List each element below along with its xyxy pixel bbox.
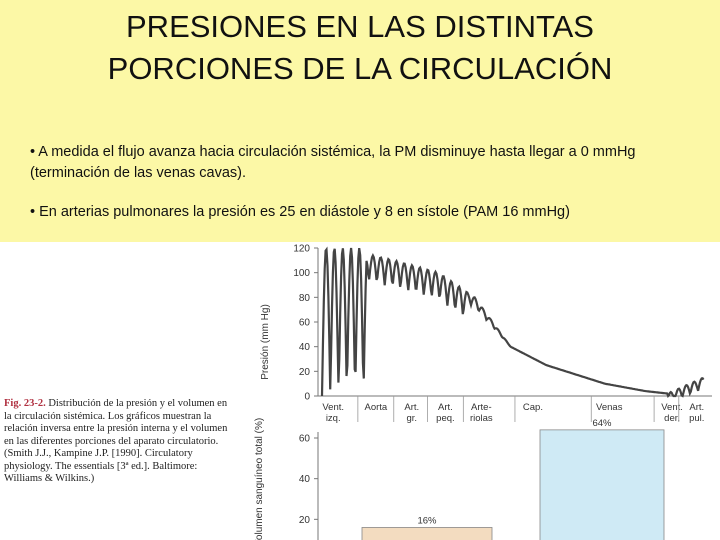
pressure-category-label-cont: gr. bbox=[406, 413, 417, 424]
pressure-categories: Vent.izq.Aorta Art.gr.Art.peq.Arte-riolas… bbox=[322, 396, 704, 424]
pressure-category-label-cont: pul. bbox=[689, 413, 704, 424]
pressure-category-label-cont: izq. bbox=[326, 413, 341, 424]
volume-chart: Volumen sanguíneo total (%) 20 40 60 4%16%… bbox=[254, 418, 697, 540]
volume-ticks: 20 40 60 bbox=[299, 434, 318, 526]
pressure-category-label: Art. bbox=[438, 402, 453, 413]
volume-tick-label: 20 bbox=[299, 515, 311, 526]
volume-tick-label: 60 bbox=[299, 434, 311, 445]
pressure-category-label-cont: riolas bbox=[470, 413, 493, 424]
pressure-tick-label: 100 bbox=[293, 268, 310, 279]
pressure-category-label: Aorta bbox=[365, 402, 388, 413]
pressure-category-label: Vent. bbox=[661, 402, 683, 413]
pressure-category-label-cont: der. bbox=[664, 413, 680, 424]
volume-bar bbox=[539, 429, 665, 540]
bullet-list: • A medida el flujo avanza hacia circula… bbox=[30, 142, 670, 241]
pressure-ticks: 0 20 40 60 80 100 120 bbox=[293, 244, 318, 403]
pressure-tick-label: 80 bbox=[299, 293, 311, 304]
bullet-2: • En arterias pulmonares la presión es 2… bbox=[30, 204, 570, 220]
volume-bars: 4%16%4%64%4% bbox=[333, 418, 697, 540]
pressure-category-label-cont: peq. bbox=[436, 413, 455, 424]
volume-bar-label: 16% bbox=[417, 515, 437, 526]
figure-panel: Presión (mm Hg) 0 20 40 60 80 100 120 Vent. izq… bbox=[0, 242, 720, 540]
figure-caption-text: Distribución de la presión y el volumen … bbox=[4, 398, 228, 484]
pressure-tick-label: 20 bbox=[299, 367, 311, 378]
pressure-category-label: Vent. bbox=[322, 402, 344, 413]
pressure-tick-label: 120 bbox=[293, 244, 310, 255]
title-line-1: PRESIONES EN LAS DISTINTAS bbox=[126, 9, 594, 44]
pressure-curve bbox=[320, 246, 705, 399]
figure-caption: Fig. 23-2. Distribución de la presión y … bbox=[4, 398, 236, 486]
volume-tick-label: 40 bbox=[299, 474, 311, 485]
pressure-axis-label: Presión (mm Hg) bbox=[260, 304, 271, 380]
pressure-category-label: Arte- bbox=[471, 402, 492, 413]
volume-bar-label: 64% bbox=[592, 418, 612, 429]
pressure-tick-label: 40 bbox=[299, 342, 311, 353]
volume-bar bbox=[361, 527, 493, 540]
volume-axis-label: Volumen sanguíneo total (%) bbox=[254, 418, 265, 540]
slide-title: PRESIONES EN LAS DISTINTAS PORCIONES DE … bbox=[0, 6, 720, 90]
pressure-category-label: Cap. bbox=[523, 402, 543, 413]
pressure-category-label: Art. bbox=[689, 402, 704, 413]
bullet-1: • A medida el flujo avanza hacia circula… bbox=[30, 144, 636, 181]
figure-label: Fig. 23-2. bbox=[4, 398, 46, 409]
pressure-category-label: Venas bbox=[596, 402, 623, 413]
title-line-2: PORCIONES DE LA CIRCULACIÓN bbox=[107, 51, 613, 86]
pressure-tick-label: 0 bbox=[304, 392, 310, 403]
pressure-tick-label: 60 bbox=[299, 318, 311, 329]
pressure-category-label: Art. bbox=[404, 402, 419, 413]
